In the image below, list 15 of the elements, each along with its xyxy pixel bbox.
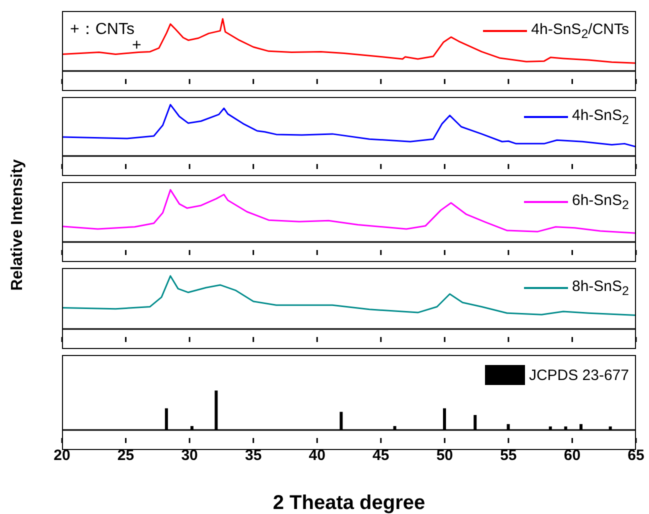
x-tick-label: 50 [436, 447, 454, 464]
legend-label: 4h-SnS$_{2}$ [572, 107, 629, 127]
legend-label: 6h-SnS$_{2}$ [572, 192, 629, 212]
x-tick-label: 30 [181, 447, 198, 464]
x-tick-label: 20 [54, 447, 70, 464]
x-tick-label: 40 [308, 447, 326, 464]
annotation: + [132, 37, 142, 55]
y-axis-title: Relative Intensity [9, 159, 27, 291]
x-tick-label: 65 [628, 447, 644, 464]
x-tick-label: 60 [564, 447, 581, 464]
legend-label: 8h-SnS$_{2}$ [572, 278, 629, 298]
legend-label: 4h-SnS$_{2}$/CNTs [531, 21, 629, 41]
x-axis-title: 2 Theata degree [272, 492, 426, 514]
legend-label: JCPDS 23-677 [528, 366, 629, 384]
annotation: +：CNTs [70, 20, 134, 40]
